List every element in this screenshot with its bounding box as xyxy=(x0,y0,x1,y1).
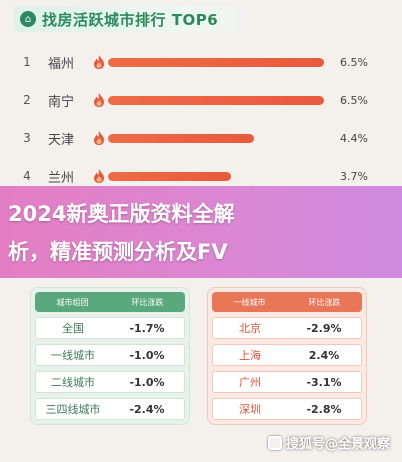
row-name: 三四线城市 xyxy=(45,403,101,416)
table-row: 一线城市 -1.0% xyxy=(35,344,185,366)
banner-line-2: 析，精准预测分析及FV xyxy=(8,240,228,264)
first-tier-table: 一线城市 环比涨跌 北京 -2.9% 上海 2.4% 广州 -3.1% 深圳 -… xyxy=(207,287,367,425)
table-header: 一线城市 环比涨跌 xyxy=(212,292,362,312)
column-header: 一线城市 xyxy=(233,297,266,307)
row-name: 二线城市 xyxy=(51,376,95,389)
row-value: -1.0% xyxy=(129,348,165,362)
row-value: -2.4% xyxy=(129,402,165,416)
rank-city: 兰州 xyxy=(48,170,75,186)
row-value: -2.8% xyxy=(306,402,342,416)
ranking-title: 找房活跃城市排行 TOP6 xyxy=(42,10,219,29)
watermark-text: 搜狐号@全景观察 xyxy=(285,437,390,452)
table-row: 深圳 -2.8% xyxy=(212,398,362,420)
overlay-banner[interactable]: 2024新奥正版资料全解 析，精准预测分析及FV xyxy=(0,186,402,278)
rank-number: 4 xyxy=(23,169,31,183)
rank-bar xyxy=(108,171,231,181)
table-row: 三四线城市 -2.4% xyxy=(35,398,185,420)
row-name: 全国 xyxy=(62,322,84,335)
row-value: -2.9% xyxy=(306,321,342,335)
row-value: 2.4% xyxy=(308,348,340,362)
flame-icon xyxy=(94,55,104,69)
flame-icon xyxy=(94,169,104,183)
watermark: 搜狐号@全景观察 xyxy=(267,433,390,452)
rank-value: 6.5% xyxy=(340,93,368,107)
row-name: 北京 xyxy=(239,322,261,335)
table-row: 二线城市 -1.0% xyxy=(35,371,185,393)
rank-bar xyxy=(108,57,324,67)
column-header: 环比涨跌 xyxy=(131,297,164,307)
rank-city: 天津 xyxy=(48,132,75,148)
row-value: -1.0% xyxy=(129,375,165,389)
city-group-table: 城市组团 环比涨跌 全国 -1.7% 一线城市 -1.0% 二线城市 -1.0%… xyxy=(30,287,190,425)
flame-icon xyxy=(94,131,104,145)
rank-number: 2 xyxy=(23,93,31,107)
row-name: 一线城市 xyxy=(51,349,95,362)
rank-city: 福州 xyxy=(48,56,75,72)
rank-value: 6.5% xyxy=(340,55,368,69)
row-value: -3.1% xyxy=(306,375,342,389)
rank-bar xyxy=(108,95,324,105)
table-row: 北京 -2.9% xyxy=(212,317,362,339)
rank-value: 3.7% xyxy=(340,169,368,183)
column-header: 环比涨跌 xyxy=(308,297,341,307)
table-row: 全国 -1.7% xyxy=(35,317,185,339)
column-header: 城市组团 xyxy=(56,297,89,307)
rank-value: 4.4% xyxy=(340,131,368,145)
rank-bar xyxy=(108,133,254,143)
table-header: 城市组团 环比涨跌 xyxy=(35,292,185,312)
ranking-row: 4 兰州 3.7% xyxy=(0,158,402,194)
house-icon: ⌂ xyxy=(20,11,36,27)
ranking-row: 3 天津 4.4% xyxy=(0,120,402,156)
flame-icon xyxy=(94,93,104,107)
row-name: 广州 xyxy=(239,376,261,389)
ranking-row: 1 福州 6.5% xyxy=(0,44,402,80)
row-name: 上海 xyxy=(239,349,261,362)
banner-line-1: 2024新奥正版资料全解 xyxy=(8,202,235,226)
rank-number: 3 xyxy=(23,131,31,145)
row-value: -1.7% xyxy=(129,321,165,335)
table-row: 广州 -3.1% xyxy=(212,371,362,393)
row-name: 深圳 xyxy=(239,403,261,416)
ranking-header: ⌂ 找房活跃城市排行 TOP6 xyxy=(14,6,264,32)
ranking-row: 2 南宁 6.5% xyxy=(0,82,402,118)
table-row: 上海 2.4% xyxy=(212,344,362,366)
rank-number: 1 xyxy=(23,55,31,69)
rank-city: 南宁 xyxy=(48,94,75,110)
camera-icon xyxy=(267,435,282,450)
